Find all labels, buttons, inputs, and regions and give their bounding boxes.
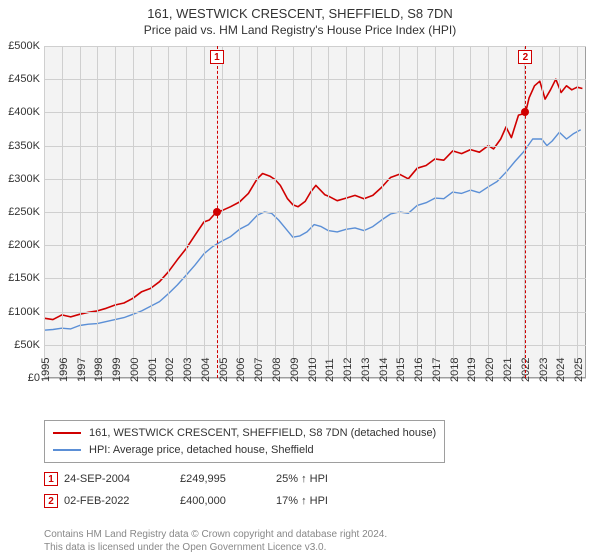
legend: 161, WESTWICK CRESCENT, SHEFFIELD, S8 7D… [44,420,445,463]
x-axis-label: 2019 [466,358,478,382]
footer-attribution: Contains HM Land Registry data © Crown c… [44,528,387,554]
footer-line: Contains HM Land Registry data © Crown c… [44,528,387,541]
y-axis-label: £500K [8,40,44,52]
x-axis-label: 2015 [395,358,407,382]
table-row: 1 24-SEP-2004 £249,995 25% ↑ HPI [44,468,386,490]
table-row: 2 02-FEB-2022 £400,000 17% ↑ HPI [44,490,386,512]
sale-marker-dot [213,208,221,216]
x-axis-label: 2011 [324,358,336,382]
x-axis-label: 2004 [200,358,212,382]
y-axis-label: £350K [8,140,44,152]
chart-subtitle: Price paid vs. HM Land Registry's House … [0,23,600,41]
x-axis-label: 2018 [449,358,461,382]
x-axis-label: 2025 [573,358,585,382]
legend-label: 161, WESTWICK CRESCENT, SHEFFIELD, S8 7D… [89,425,436,442]
x-axis-label: 2002 [164,358,176,382]
sale-marker-dot [521,108,529,116]
x-axis-label: 2013 [360,358,372,382]
x-axis-label: 2010 [307,358,319,382]
sale-date: 24-SEP-2004 [64,473,174,485]
sale-marker-box: 2 [518,50,532,64]
sale-marker-box: 1 [44,472,58,486]
x-axis-label: 1997 [76,358,88,382]
y-axis-label: £150K [8,272,44,284]
x-axis-label: 2003 [182,358,194,382]
x-axis-label: 2024 [555,358,567,382]
sales-table: 1 24-SEP-2004 £249,995 25% ↑ HPI 2 02-FE… [44,468,386,512]
x-axis-label: 2008 [271,358,283,382]
x-axis-label: 1996 [58,358,70,382]
series-line [44,79,582,319]
x-axis-label: 2001 [147,358,159,382]
footer-line: This data is licensed under the Open Gov… [44,541,387,554]
chart-title: 161, WESTWICK CRESCENT, SHEFFIELD, S8 7D… [0,0,600,23]
y-axis-label: £250K [8,206,44,218]
legend-label: HPI: Average price, detached house, Shef… [89,442,314,459]
x-axis-label: 2020 [484,358,496,382]
sale-pct-vs-hpi: 17% ↑ HPI [276,495,386,507]
y-axis-label: £50K [14,339,44,351]
x-axis-label: 2023 [538,358,550,382]
x-axis-label: 2005 [218,358,230,382]
legend-item: 161, WESTWICK CRESCENT, SHEFFIELD, S8 7D… [53,425,436,442]
x-axis-label: 2017 [431,358,443,382]
series-line [44,130,581,331]
x-axis-label: 2007 [253,358,265,382]
y-axis-label: £200K [8,239,44,251]
y-axis-label: £100K [8,306,44,318]
y-axis-label: £300K [8,173,44,185]
sale-marker-box: 2 [44,494,58,508]
x-axis-label: 1995 [40,358,52,382]
sale-marker-line [525,46,526,378]
x-axis-label: 2016 [413,358,425,382]
x-axis-label: 1998 [93,358,105,382]
x-axis-label: 2014 [378,358,390,382]
legend-swatch [53,449,81,451]
x-axis-label: 2012 [342,358,354,382]
sale-pct-vs-hpi: 25% ↑ HPI [276,473,386,485]
legend-item: HPI: Average price, detached house, Shef… [53,442,436,459]
plot-area: £0£50K£100K£150K£200K£250K£300K£350K£400… [44,46,586,378]
legend-swatch [53,432,81,434]
sale-date: 02-FEB-2022 [64,495,174,507]
x-axis-label: 1999 [111,358,123,382]
x-axis-label: 2021 [502,358,514,382]
x-axis-label: 2000 [129,358,141,382]
sale-price: £249,995 [180,473,270,485]
y-axis-label: £450K [8,73,44,85]
sale-marker-box: 1 [210,50,224,64]
x-axis-label: 2006 [235,358,247,382]
y-axis-label: £400K [8,106,44,118]
sale-price: £400,000 [180,495,270,507]
x-axis-label: 2009 [289,358,301,382]
